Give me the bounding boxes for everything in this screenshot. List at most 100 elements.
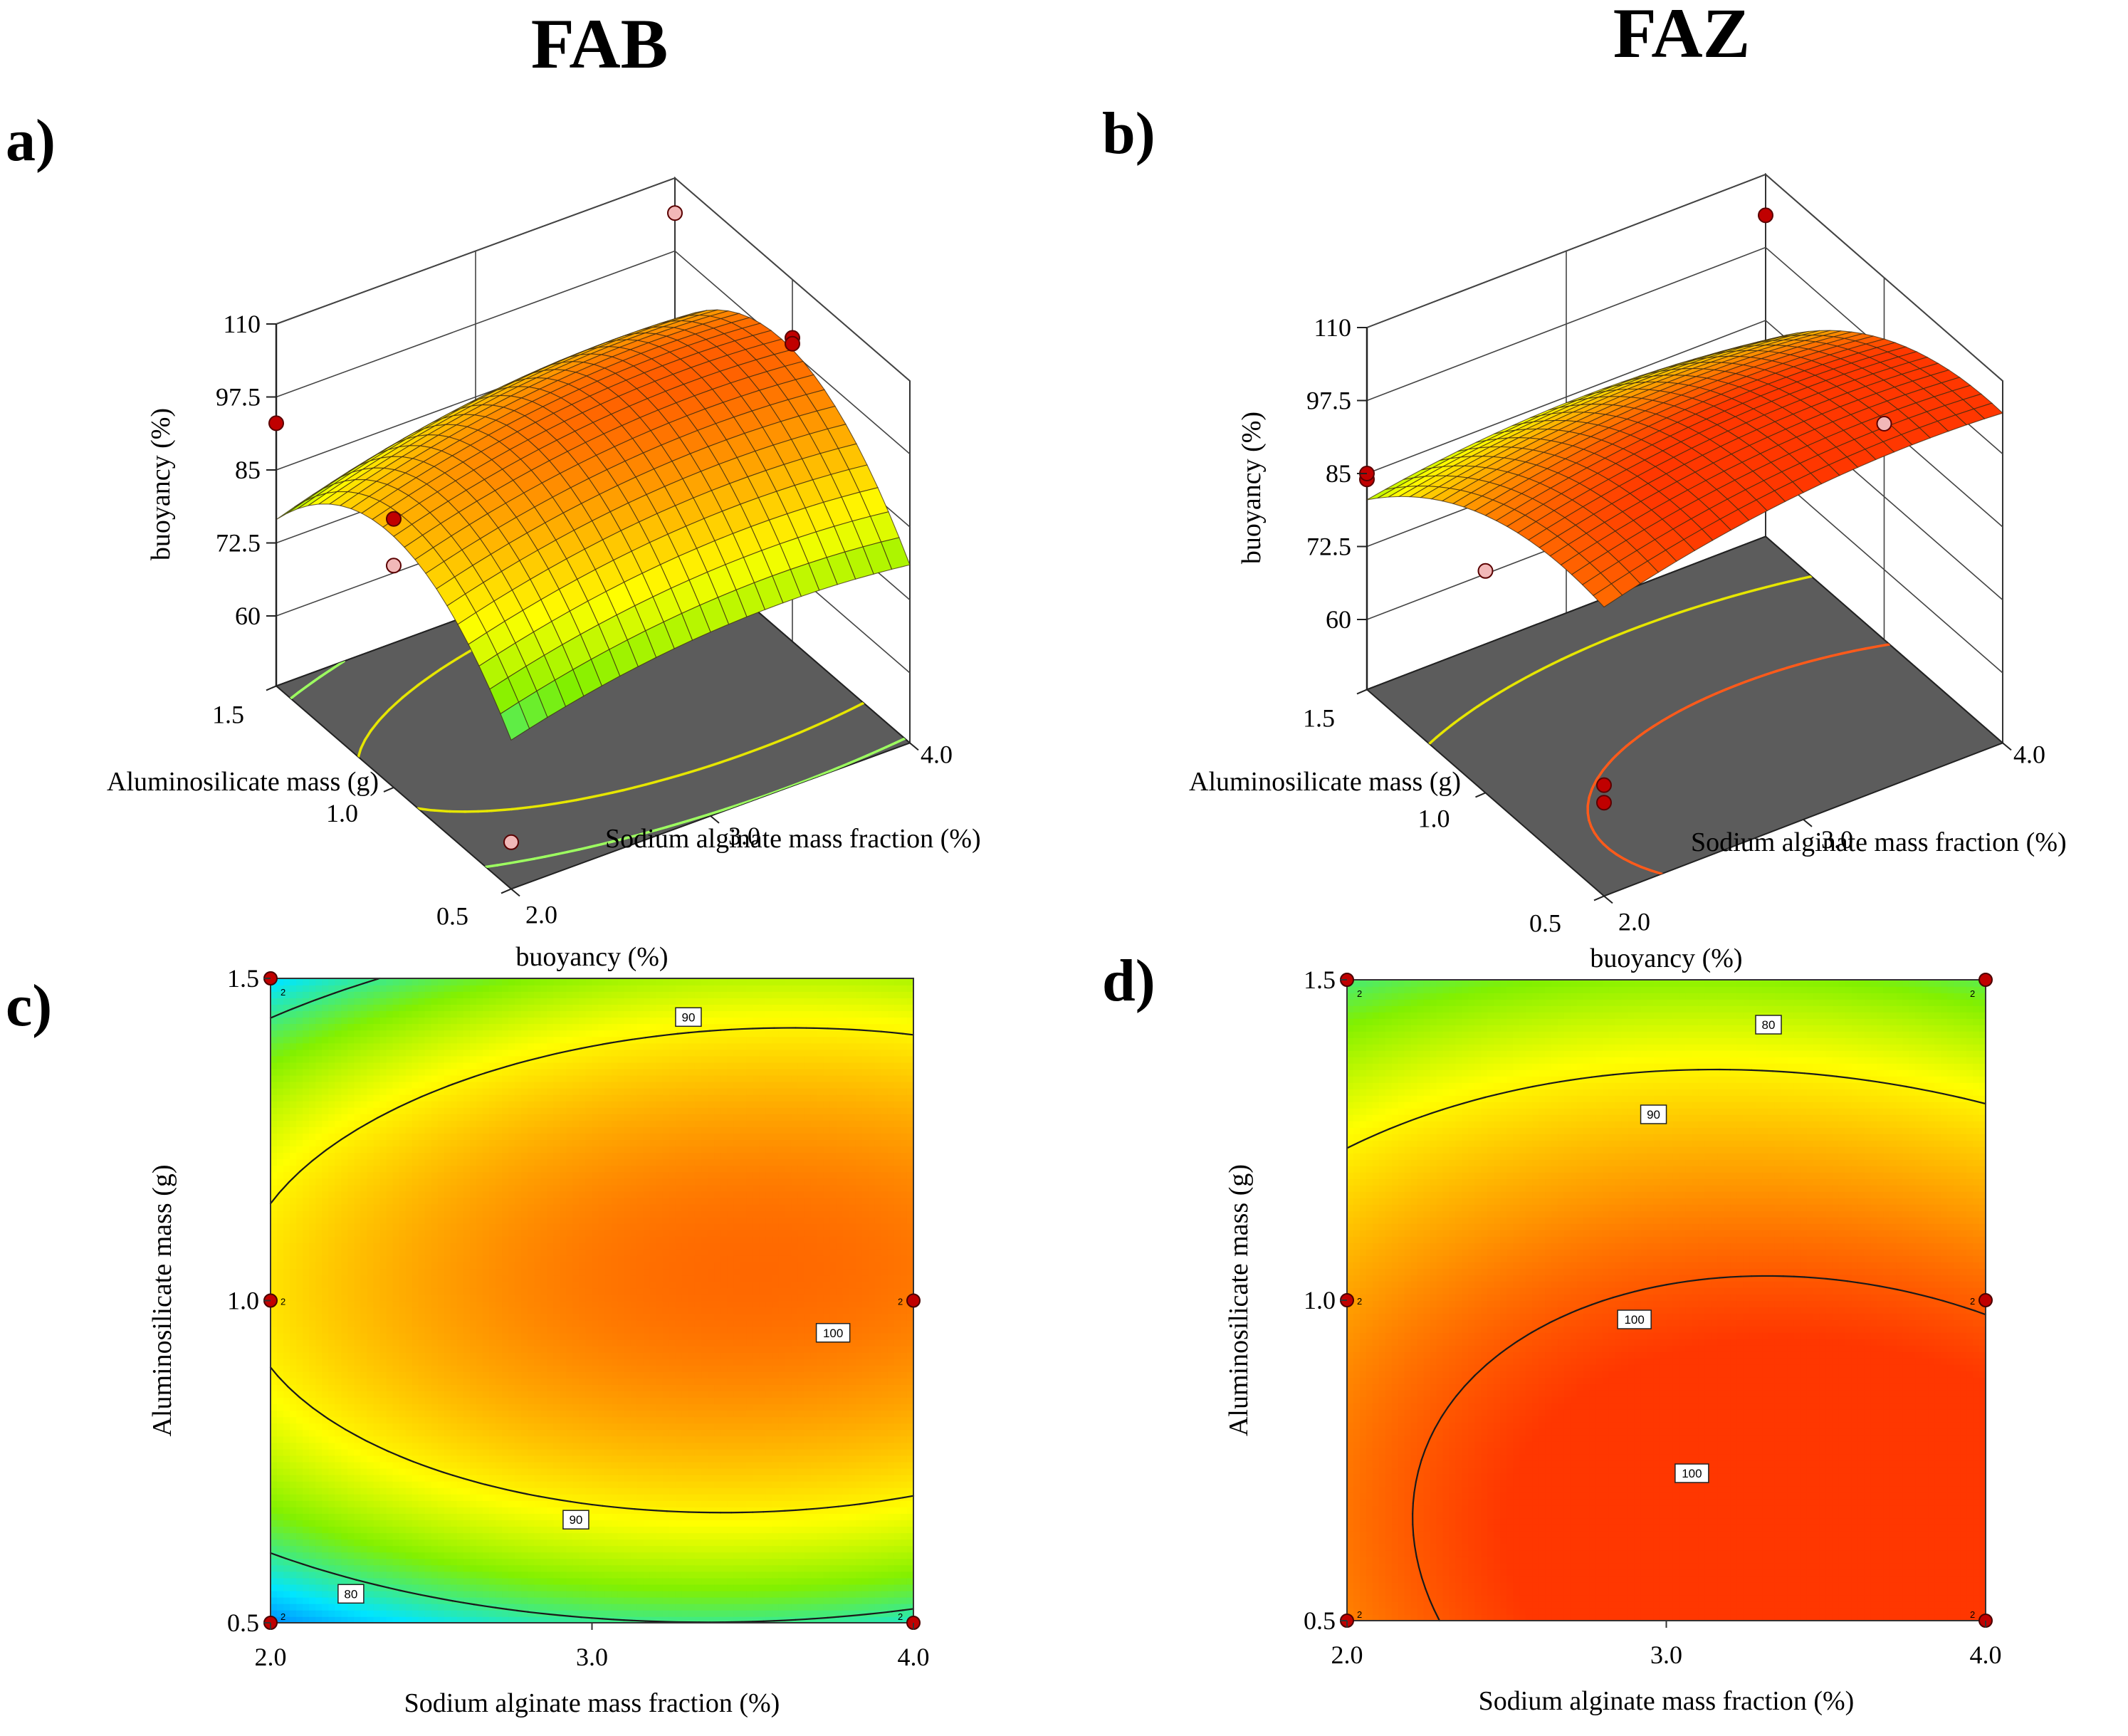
color-cell — [405, 1049, 413, 1057]
color-cell — [392, 1036, 400, 1044]
color-cell — [354, 1609, 362, 1617]
color-cell — [367, 1507, 374, 1514]
color-cell — [296, 1410, 303, 1418]
color-cell — [360, 1455, 368, 1463]
color-cell — [444, 1094, 451, 1102]
color-cell — [386, 1042, 394, 1050]
color-cell — [309, 1236, 317, 1243]
color-cell — [489, 1094, 496, 1102]
color-cell — [450, 1384, 458, 1391]
color-cell — [290, 1590, 297, 1598]
floor-contour-80 — [496, 862, 511, 867]
color-cell — [373, 1391, 381, 1398]
floor-contour-80 — [555, 850, 570, 856]
design-point — [1477, 563, 1494, 579]
color-cell — [360, 1042, 368, 1050]
color-cell — [347, 1191, 355, 1198]
color-cell — [502, 1552, 509, 1559]
color-cell — [418, 1571, 426, 1579]
color-cell — [283, 1365, 290, 1372]
color-cell — [328, 1507, 336, 1514]
color-cell — [322, 1042, 330, 1050]
color-cell — [412, 1036, 419, 1044]
color-cell — [476, 1126, 483, 1134]
color-cell — [456, 1590, 464, 1598]
color-cell — [379, 1249, 387, 1256]
color-cell — [322, 1268, 330, 1276]
color-cell — [450, 1358, 458, 1366]
color-cell — [424, 1010, 432, 1018]
color-cell — [431, 1023, 439, 1031]
color-cell — [360, 1017, 368, 1025]
color-cell — [290, 1236, 297, 1243]
color-cell — [482, 1513, 490, 1520]
color-cell — [476, 1564, 483, 1572]
color-cell — [283, 1236, 290, 1243]
color-cell — [444, 1500, 451, 1507]
color-cell — [412, 1345, 419, 1353]
color-cell — [482, 1268, 490, 1276]
color-cell — [482, 1500, 490, 1507]
color-cell — [450, 1203, 458, 1211]
color-cell — [496, 1558, 503, 1566]
color-cell — [450, 1229, 458, 1237]
color-cell — [437, 1197, 445, 1205]
color-cell — [437, 1371, 445, 1379]
color-cell — [290, 998, 297, 1005]
design-point — [386, 511, 402, 527]
color-cell — [463, 1590, 471, 1598]
color-cell — [347, 1532, 355, 1540]
color-cell — [392, 1243, 400, 1250]
color-cell — [469, 1307, 477, 1314]
floor-contour-100 — [1852, 649, 1858, 652]
color-cell — [502, 1203, 509, 1211]
color-cell — [373, 1365, 381, 1372]
floor-contour-90 — [687, 768, 701, 774]
color-cell — [360, 1146, 368, 1154]
color-cell — [444, 1236, 451, 1243]
color-cell — [431, 1171, 439, 1179]
color-cell — [322, 1442, 330, 1450]
color-cell — [296, 1307, 303, 1314]
color-cell — [418, 1455, 426, 1463]
color-cell — [347, 1236, 355, 1243]
color-cell — [328, 1191, 336, 1198]
color-cell — [476, 1545, 483, 1553]
color-cell — [418, 1223, 426, 1230]
color-cell — [328, 1513, 336, 1520]
color-cell — [399, 1074, 407, 1082]
color-cell — [303, 1326, 310, 1334]
color-cell — [322, 1203, 330, 1211]
color-cell — [354, 1171, 362, 1179]
color-cell — [360, 1429, 368, 1437]
color-cell — [315, 1351, 323, 1359]
color-cell — [431, 1062, 439, 1070]
color-cell — [328, 1564, 336, 1572]
color-cell — [335, 1526, 342, 1534]
color-cell — [303, 1010, 310, 1018]
color-cell — [328, 1307, 336, 1314]
color-cell — [469, 1468, 477, 1475]
color-cell — [328, 1300, 336, 1308]
color-cell — [418, 1184, 426, 1192]
color-cell — [456, 1055, 464, 1063]
color-cell — [496, 1429, 503, 1437]
color-cell — [489, 1017, 496, 1025]
color-cell — [354, 1300, 362, 1308]
color-cell — [283, 1023, 290, 1031]
color-cell — [502, 1539, 509, 1547]
color-cell — [360, 1351, 368, 1359]
color-cell — [482, 1571, 490, 1579]
color-cell — [392, 1255, 400, 1262]
color-cell — [360, 1603, 368, 1611]
color-cell — [476, 1494, 483, 1501]
y-tick-label: 1.5 — [1303, 704, 1335, 732]
design-point — [1596, 795, 1612, 811]
color-cell — [463, 1468, 471, 1475]
color-cell — [424, 1074, 432, 1082]
color-cell — [431, 1429, 439, 1437]
color-cell — [405, 1429, 413, 1437]
color-cell — [303, 1191, 310, 1198]
color-cell — [309, 1120, 317, 1127]
color-cell — [303, 1416, 310, 1424]
